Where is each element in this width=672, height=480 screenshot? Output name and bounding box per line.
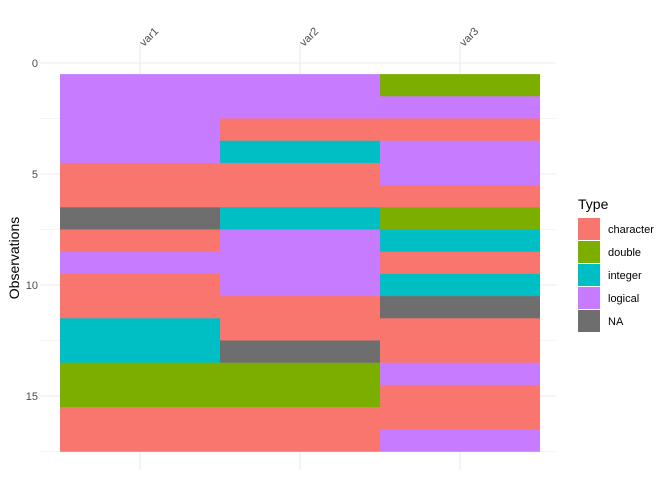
- cell-var2-11: [220, 296, 380, 319]
- x-tick-var1: var1: [138, 25, 162, 49]
- cell-var2-14: [220, 362, 380, 386]
- x-tick-var2: var2: [298, 25, 322, 49]
- cell-var2-16: [220, 407, 380, 430]
- cell-var2-5: [220, 162, 380, 186]
- cell-var2-1: [220, 74, 380, 97]
- cell-var1-4: [60, 140, 220, 164]
- cell-var3-10: [380, 273, 540, 297]
- legend-title: Type: [578, 196, 609, 212]
- cell-var3-12: [380, 318, 540, 341]
- legend-key-integer: [578, 264, 600, 286]
- cell-var1-17: [60, 429, 220, 452]
- cell-var3-2: [380, 96, 540, 119]
- cell-var1-16: [60, 407, 220, 430]
- cell-var3-9: [380, 251, 540, 275]
- cell-var2-2: [220, 96, 380, 119]
- y-tick-10: 10: [26, 280, 38, 292]
- cell-var3-7: [380, 207, 540, 230]
- cells: [60, 74, 540, 452]
- legend-key-character: [578, 218, 600, 240]
- cell-var2-17: [220, 429, 380, 452]
- legend-key-NA: [578, 310, 600, 332]
- cell-var3-1: [380, 74, 540, 97]
- legend: Type character double integer logical NA: [578, 196, 654, 332]
- cell-var2-7: [220, 207, 380, 230]
- cell-var1-7: [60, 207, 220, 230]
- legend-key-logical: [578, 287, 600, 309]
- cell-var1-14: [60, 362, 220, 386]
- legend-label-character: character: [608, 224, 654, 236]
- cell-var2-6: [220, 185, 380, 208]
- cell-var3-11: [380, 296, 540, 319]
- cell-var1-11: [60, 296, 220, 319]
- legend-key-double: [578, 241, 600, 263]
- legend-label-double: double: [608, 247, 641, 259]
- legend-label-NA: NA: [608, 316, 624, 328]
- y-axis-label: Observations: [6, 217, 22, 299]
- cell-var2-15: [220, 384, 380, 408]
- cell-var3-15: [380, 384, 540, 408]
- cell-var1-3: [60, 118, 220, 141]
- cell-var3-13: [380, 340, 540, 363]
- cell-var3-5: [380, 162, 540, 186]
- cell-var2-10: [220, 273, 380, 297]
- cell-var2-8: [220, 229, 380, 252]
- y-tick-15: 15: [26, 391, 38, 403]
- cell-var1-2: [60, 96, 220, 119]
- legend-label-logical: logical: [608, 293, 639, 305]
- cell-var1-13: [60, 340, 220, 363]
- cell-var1-8: [60, 229, 220, 252]
- y-tick-5: 5: [32, 169, 38, 181]
- cell-var1-1: [60, 74, 220, 97]
- cell-var3-16: [380, 407, 540, 430]
- cell-var2-13: [220, 340, 380, 363]
- cell-var1-12: [60, 318, 220, 341]
- cell-var1-6: [60, 185, 220, 208]
- cell-var3-6: [380, 185, 540, 208]
- cell-var1-15: [60, 384, 220, 408]
- cell-var3-4: [380, 140, 540, 164]
- cell-var2-3: [220, 118, 380, 141]
- y-tick-0: 0: [32, 58, 38, 70]
- cell-var1-10: [60, 273, 220, 297]
- cell-var3-8: [380, 229, 540, 252]
- cell-var1-5: [60, 162, 220, 186]
- legend-label-integer: integer: [608, 270, 642, 282]
- cell-var3-3: [380, 118, 540, 141]
- x-tick-var3: var3: [458, 25, 482, 49]
- x-tick-labels: var1 var2 var3: [138, 25, 482, 49]
- cell-var1-9: [60, 251, 220, 275]
- cell-var3-14: [380, 362, 540, 386]
- cell-var3-17: [380, 429, 540, 452]
- cell-var2-4: [220, 140, 380, 164]
- cell-var2-12: [220, 318, 380, 341]
- y-tick-labels: 0 5 10 15: [26, 58, 38, 403]
- cell-var2-9: [220, 251, 380, 275]
